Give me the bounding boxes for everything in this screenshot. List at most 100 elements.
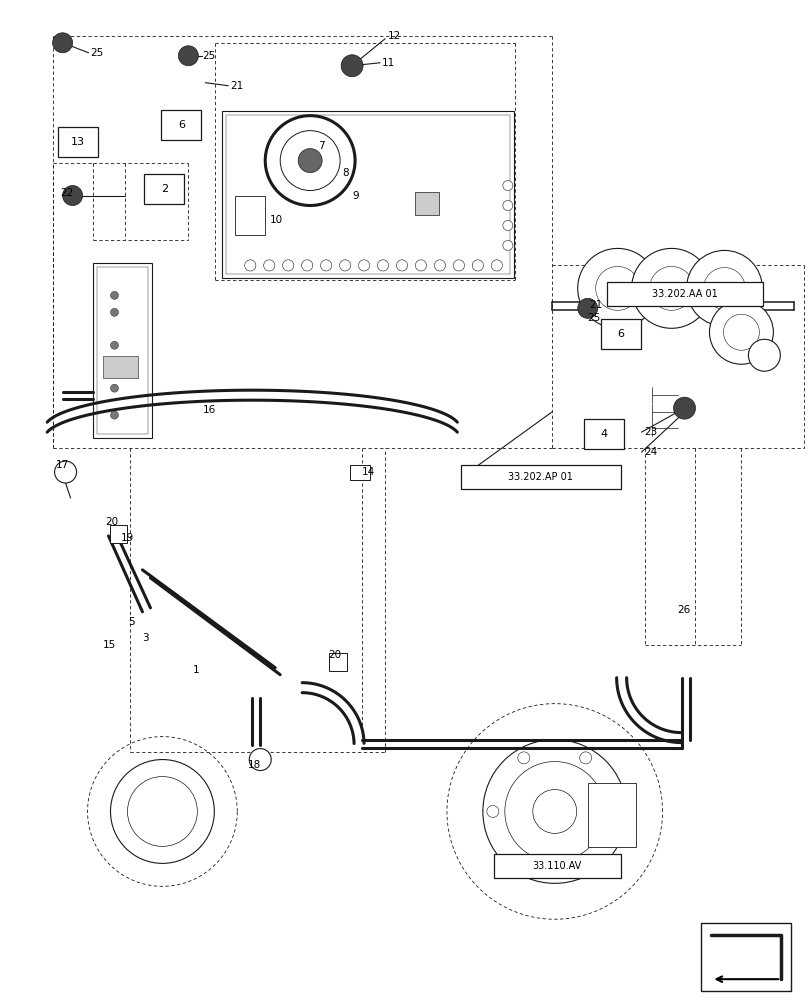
- Text: 6: 6: [616, 329, 624, 339]
- Text: 9: 9: [352, 191, 358, 201]
- Circle shape: [415, 260, 426, 271]
- Circle shape: [517, 752, 529, 764]
- Circle shape: [339, 260, 350, 271]
- Circle shape: [110, 411, 118, 419]
- Circle shape: [282, 260, 294, 271]
- Bar: [102, 356, 139, 378]
- FancyBboxPatch shape: [461, 465, 620, 489]
- Circle shape: [301, 260, 312, 271]
- Bar: [328, 653, 346, 671]
- Circle shape: [434, 260, 445, 271]
- Circle shape: [502, 181, 513, 191]
- Text: 2: 2: [161, 184, 168, 194]
- Text: 10: 10: [270, 215, 283, 225]
- Circle shape: [579, 859, 591, 871]
- Circle shape: [110, 341, 118, 349]
- Text: 23: 23: [644, 427, 657, 437]
- Text: 16: 16: [202, 405, 216, 415]
- Text: 33.202.AP 01: 33.202.AP 01: [508, 472, 573, 482]
- Circle shape: [178, 46, 198, 66]
- Circle shape: [472, 260, 483, 271]
- Text: 33.110.AV: 33.110.AV: [532, 861, 581, 871]
- Circle shape: [502, 201, 513, 210]
- Text: 7: 7: [318, 141, 324, 151]
- Text: 18: 18: [248, 760, 261, 770]
- Bar: [701, 923, 791, 991]
- FancyBboxPatch shape: [58, 127, 97, 157]
- Circle shape: [249, 749, 271, 771]
- Text: 21: 21: [589, 300, 603, 310]
- Circle shape: [487, 805, 498, 817]
- Circle shape: [672, 397, 695, 419]
- Circle shape: [502, 240, 513, 250]
- Circle shape: [110, 308, 118, 316]
- FancyBboxPatch shape: [600, 319, 640, 349]
- Circle shape: [341, 55, 363, 77]
- Circle shape: [110, 384, 118, 392]
- Text: 12: 12: [388, 31, 401, 41]
- Circle shape: [453, 260, 464, 271]
- Circle shape: [577, 248, 657, 328]
- Text: 26: 26: [676, 605, 690, 615]
- FancyBboxPatch shape: [606, 282, 762, 306]
- Text: 8: 8: [341, 168, 348, 178]
- Circle shape: [483, 740, 626, 883]
- FancyBboxPatch shape: [144, 174, 184, 204]
- Text: 22: 22: [61, 188, 74, 198]
- Text: 15: 15: [102, 640, 116, 650]
- FancyBboxPatch shape: [493, 854, 620, 878]
- Text: 6: 6: [178, 120, 185, 130]
- Circle shape: [298, 149, 322, 173]
- Circle shape: [53, 33, 72, 53]
- Bar: [587, 783, 635, 847]
- Text: 4: 4: [599, 429, 607, 439]
- Text: 1: 1: [192, 665, 199, 675]
- Circle shape: [610, 805, 622, 817]
- Circle shape: [54, 461, 76, 483]
- Circle shape: [502, 220, 513, 230]
- Bar: [109, 525, 127, 543]
- Circle shape: [491, 260, 502, 271]
- Bar: [222, 111, 513, 278]
- Text: 11: 11: [381, 58, 395, 68]
- Bar: [235, 196, 265, 235]
- Bar: [97, 267, 148, 434]
- Text: 5: 5: [128, 617, 135, 627]
- Circle shape: [110, 760, 214, 863]
- Text: 20: 20: [105, 517, 118, 527]
- Text: 21: 21: [230, 81, 243, 91]
- Text: 19: 19: [120, 533, 134, 543]
- FancyBboxPatch shape: [161, 110, 201, 140]
- Circle shape: [748, 339, 779, 371]
- Circle shape: [577, 298, 597, 318]
- Circle shape: [320, 260, 332, 271]
- Text: 25: 25: [202, 51, 216, 61]
- Circle shape: [110, 291, 118, 299]
- Bar: [92, 263, 152, 438]
- Circle shape: [517, 859, 529, 871]
- Circle shape: [396, 260, 407, 271]
- Text: 25: 25: [587, 313, 600, 323]
- Circle shape: [358, 260, 369, 271]
- Bar: [414, 192, 439, 215]
- Circle shape: [264, 260, 274, 271]
- Circle shape: [62, 186, 83, 206]
- Circle shape: [709, 300, 772, 364]
- Circle shape: [244, 260, 255, 271]
- Text: 17: 17: [55, 460, 69, 470]
- Circle shape: [265, 116, 354, 206]
- Circle shape: [631, 248, 710, 328]
- Text: 14: 14: [362, 467, 375, 477]
- Circle shape: [579, 752, 591, 764]
- Text: 20: 20: [328, 650, 341, 660]
- Text: 24: 24: [644, 447, 657, 457]
- Text: 33.202.AA 01: 33.202.AA 01: [651, 289, 717, 299]
- Text: 13: 13: [71, 137, 84, 147]
- Circle shape: [685, 250, 762, 326]
- Circle shape: [377, 260, 388, 271]
- Text: 3: 3: [142, 633, 149, 643]
- Bar: [226, 115, 509, 274]
- FancyBboxPatch shape: [583, 419, 623, 449]
- Bar: [350, 465, 370, 480]
- Text: 25: 25: [91, 48, 104, 58]
